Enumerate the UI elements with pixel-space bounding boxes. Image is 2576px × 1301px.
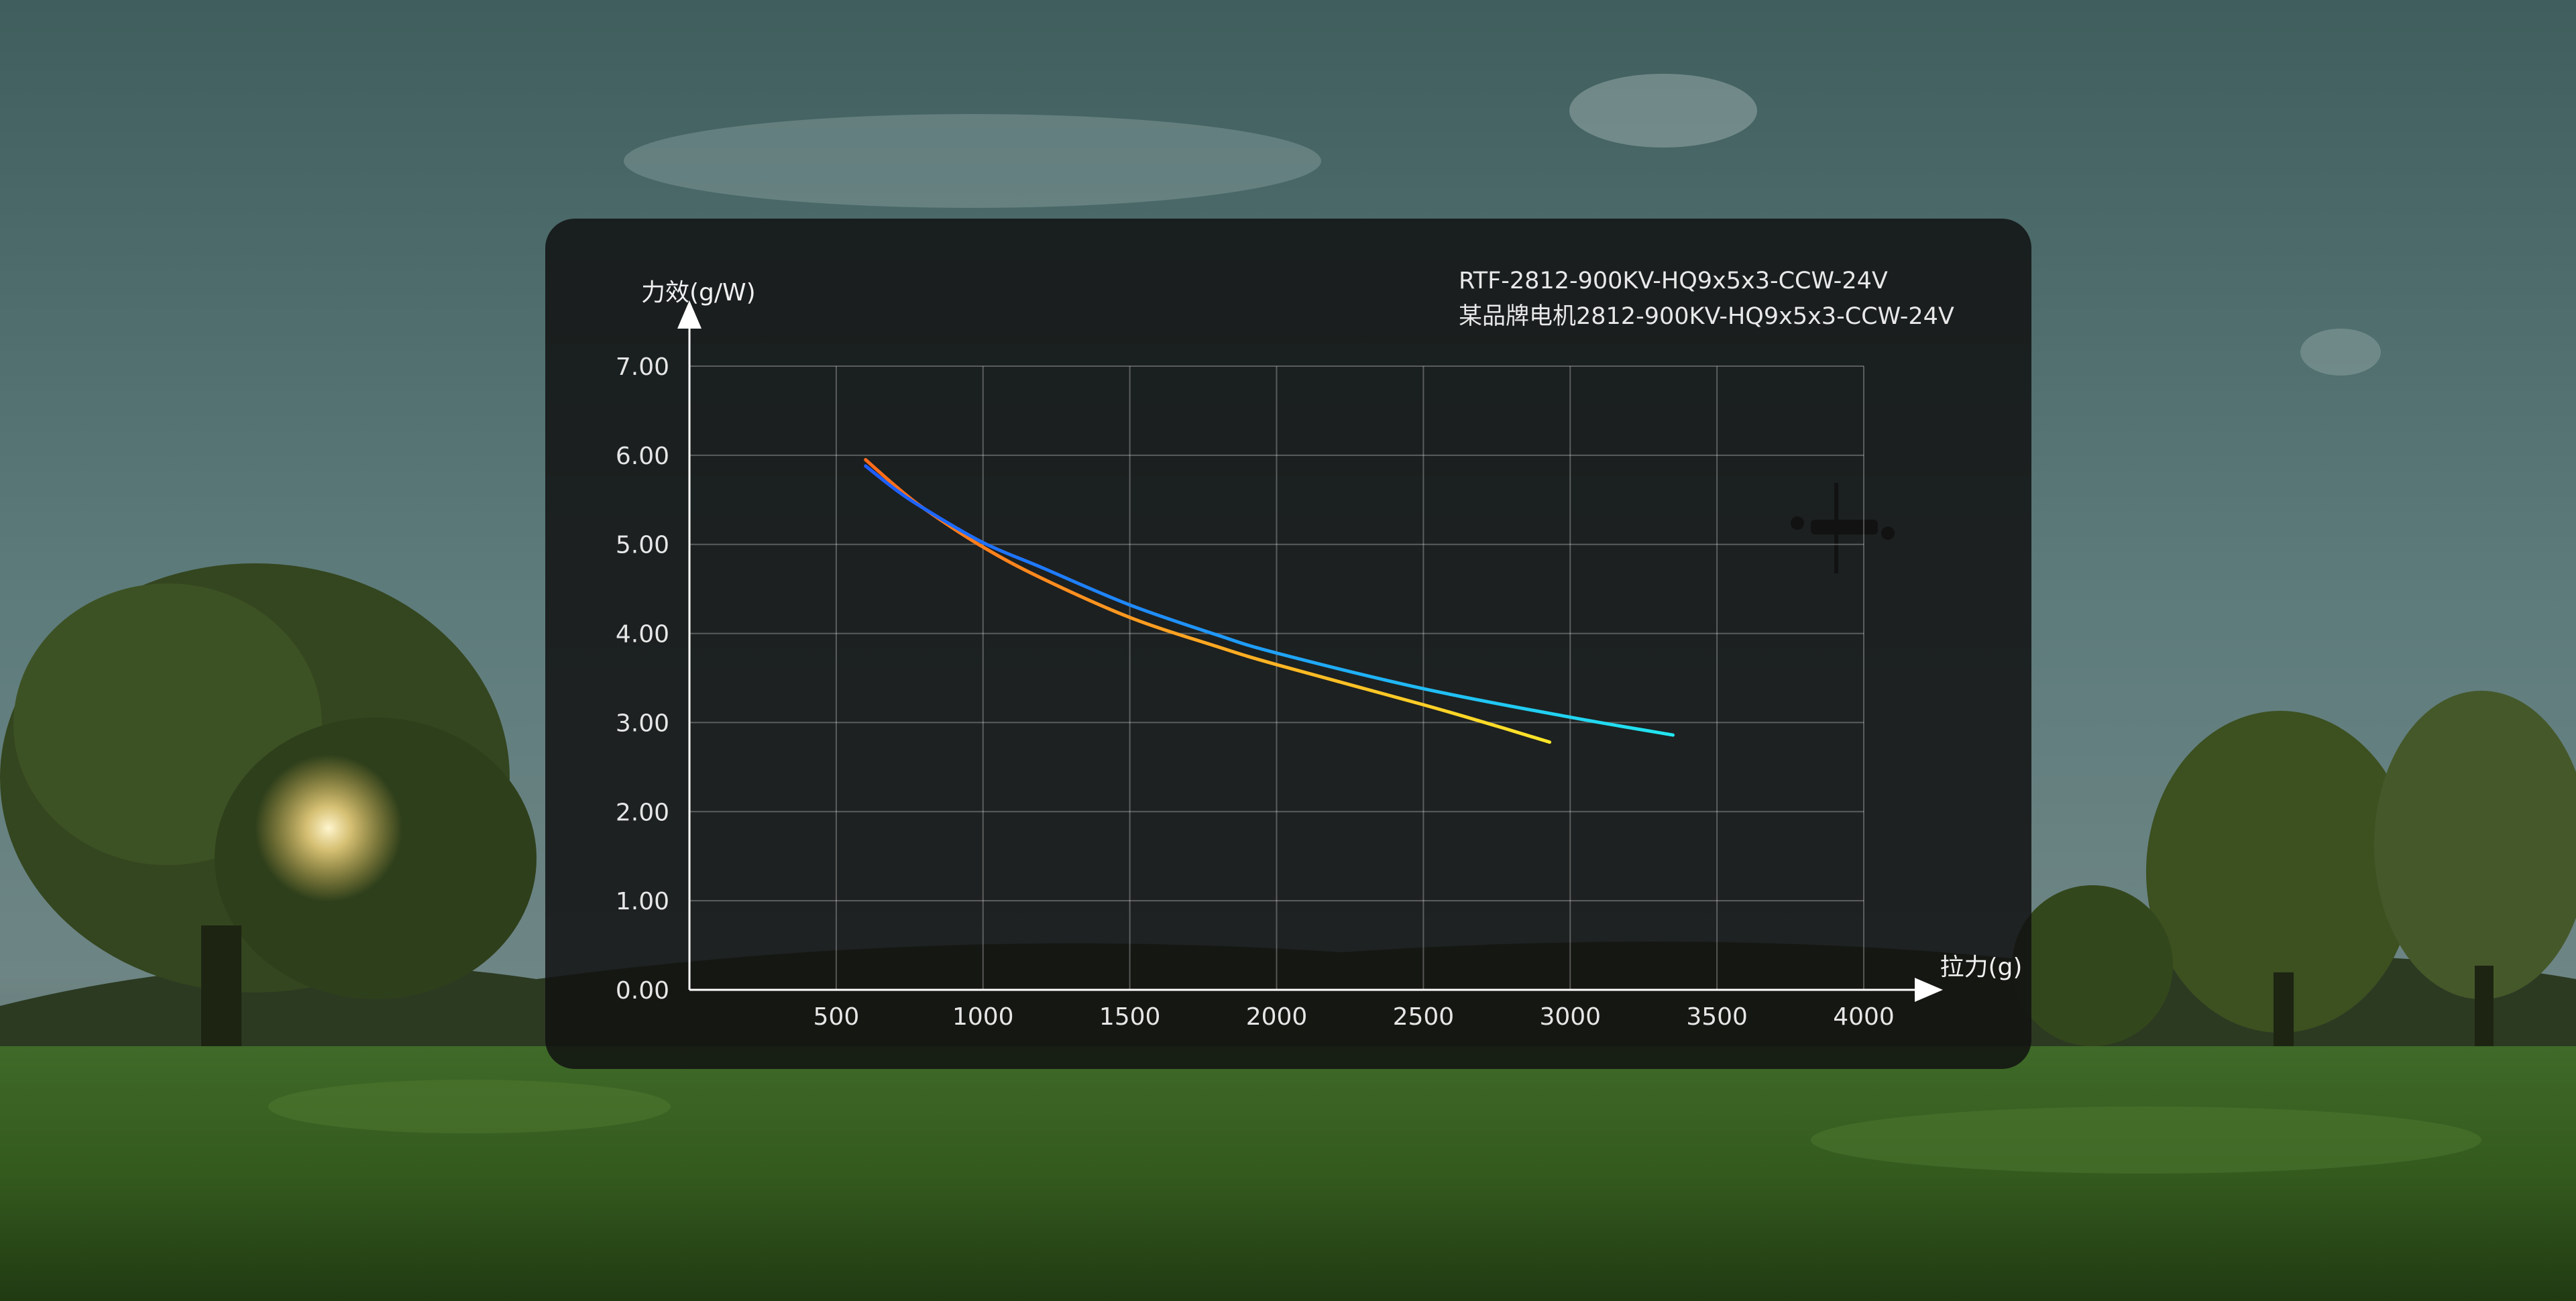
x-tick-label-6: 3500	[1686, 1003, 1748, 1031]
legend: RTF-2812-900KV-HQ9x5x3-CCW-24V 某品牌电机2812…	[1381, 268, 1954, 330]
x-axis-label: 拉力(g)	[1940, 954, 2023, 981]
y-tick-label-5: 5.00	[616, 532, 669, 559]
chart-panel: 0.00 1.00 2.00 3.00 4.00 5.00 6.00 7.00 500 1000…	[545, 219, 2031, 1069]
x-tick-labels: 500 1000 1500 2000 2500 3000 3500 4000	[814, 1003, 1895, 1031]
x-tick-label-0: 500	[814, 1003, 860, 1031]
x-tick-label-2: 1500	[1099, 1003, 1161, 1031]
y-tick-label-6: 6.00	[616, 443, 669, 470]
x-tick-label-3: 2000	[1246, 1003, 1308, 1031]
x-tick-label-5: 3000	[1539, 1003, 1601, 1031]
series-line-rtf	[864, 464, 1675, 737]
x-tick-label-7: 4000	[1833, 1003, 1895, 1031]
y-tick-label-1: 1.00	[616, 888, 669, 915]
legend-label-rtf: RTF-2812-900KV-HQ9x5x3-CCW-24V	[1459, 268, 1888, 294]
series-lines	[864, 458, 1675, 744]
series-line-competitor	[864, 458, 1552, 744]
y-tick-label-2: 2.00	[616, 799, 669, 826]
x-tick-label-1: 1000	[952, 1003, 1014, 1031]
y-axis-label: 力效(g/W)	[641, 279, 756, 306]
efficiency-chart: 0.00 1.00 2.00 3.00 4.00 5.00 6.00 7.00 500 1000…	[616, 268, 2023, 1031]
y-tick-label-7: 7.00	[616, 353, 669, 381]
y-tick-label-0: 0.00	[616, 977, 669, 1005]
legend-label-competitor: 某品牌电机2812-900KV-HQ9x5x3-CCW-24V	[1459, 303, 1954, 330]
y-tick-label-3: 3.00	[616, 710, 669, 737]
grid-lines	[689, 365, 1864, 990]
y-tick-label-4: 4.00	[616, 621, 669, 648]
x-tick-label-4: 2500	[1393, 1003, 1455, 1031]
y-tick-labels: 0.00 1.00 2.00 3.00 4.00 5.00 6.00 7.00	[616, 353, 669, 1005]
